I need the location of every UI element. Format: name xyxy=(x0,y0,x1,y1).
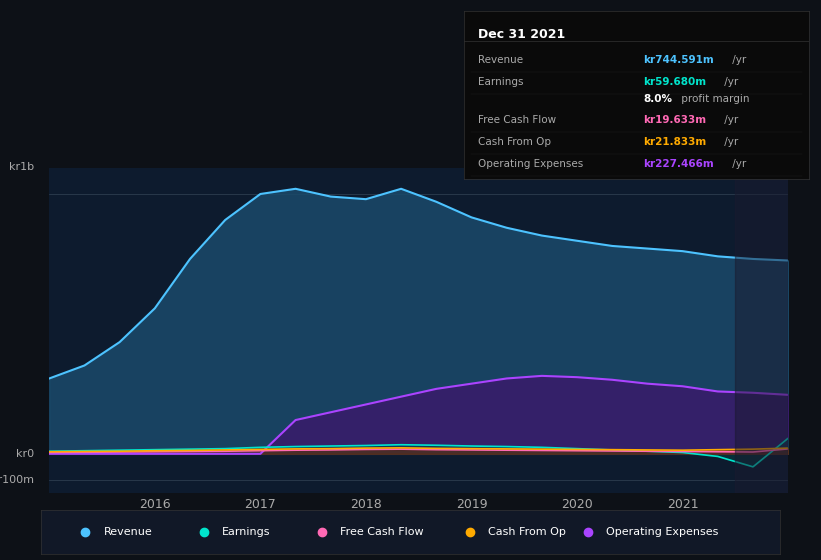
Text: Free Cash Flow: Free Cash Flow xyxy=(478,115,556,125)
Text: Cash From Op: Cash From Op xyxy=(478,137,551,147)
Text: Earnings: Earnings xyxy=(478,77,523,87)
Text: Revenue: Revenue xyxy=(478,55,523,65)
Text: profit margin: profit margin xyxy=(677,94,749,104)
Text: Operating Expenses: Operating Expenses xyxy=(478,159,583,169)
Text: Dec 31 2021: Dec 31 2021 xyxy=(478,28,565,41)
Text: Earnings: Earnings xyxy=(222,527,271,537)
Text: kr19.633m: kr19.633m xyxy=(643,115,706,125)
Text: /yr: /yr xyxy=(721,77,738,87)
Text: 8.0%: 8.0% xyxy=(643,94,672,104)
Text: kr21.833m: kr21.833m xyxy=(643,137,706,147)
Text: kr227.466m: kr227.466m xyxy=(643,159,714,169)
Bar xyxy=(736,168,788,493)
Text: /yr: /yr xyxy=(721,115,738,125)
Text: Revenue: Revenue xyxy=(103,527,153,537)
Text: Operating Expenses: Operating Expenses xyxy=(606,527,718,537)
Text: Cash From Op: Cash From Op xyxy=(488,527,566,537)
Text: /yr: /yr xyxy=(721,137,738,147)
Text: kr0: kr0 xyxy=(16,449,34,459)
Text: kr59.680m: kr59.680m xyxy=(643,77,706,87)
Text: /yr: /yr xyxy=(729,159,746,169)
Text: -kr100m: -kr100m xyxy=(0,475,34,485)
Text: /yr: /yr xyxy=(729,55,746,65)
Text: kr744.591m: kr744.591m xyxy=(643,55,714,65)
Text: kr1b: kr1b xyxy=(9,161,34,171)
Text: Free Cash Flow: Free Cash Flow xyxy=(341,527,424,537)
